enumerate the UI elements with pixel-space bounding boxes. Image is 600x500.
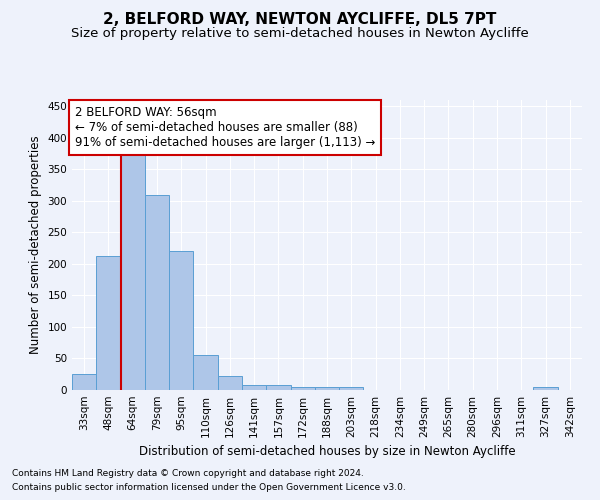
- Text: Contains public sector information licensed under the Open Government Licence v3: Contains public sector information licen…: [12, 484, 406, 492]
- Bar: [218, 376, 242, 390]
- Bar: [266, 385, 290, 390]
- Y-axis label: Number of semi-detached properties: Number of semi-detached properties: [29, 136, 42, 354]
- Bar: [533, 388, 558, 390]
- Bar: [339, 388, 364, 390]
- Bar: [315, 388, 339, 390]
- Bar: [145, 194, 169, 390]
- Text: 2, BELFORD WAY, NEWTON AYCLIFFE, DL5 7PT: 2, BELFORD WAY, NEWTON AYCLIFFE, DL5 7PT: [103, 12, 497, 28]
- Bar: [290, 387, 315, 390]
- Bar: [242, 385, 266, 390]
- Bar: [193, 356, 218, 390]
- Text: 2 BELFORD WAY: 56sqm
← 7% of semi-detached houses are smaller (88)
91% of semi-d: 2 BELFORD WAY: 56sqm ← 7% of semi-detach…: [74, 106, 375, 149]
- Text: Size of property relative to semi-detached houses in Newton Aycliffe: Size of property relative to semi-detach…: [71, 28, 529, 40]
- X-axis label: Distribution of semi-detached houses by size in Newton Aycliffe: Distribution of semi-detached houses by …: [139, 446, 515, 458]
- Bar: [121, 156, 145, 390]
- Bar: [169, 252, 193, 390]
- Bar: [72, 374, 96, 390]
- Bar: [96, 256, 121, 390]
- Text: Contains HM Land Registry data © Crown copyright and database right 2024.: Contains HM Land Registry data © Crown c…: [12, 468, 364, 477]
